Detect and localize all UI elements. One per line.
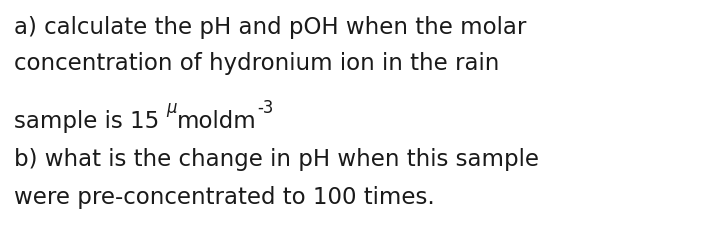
Text: concentration of hydronium ion in the rain: concentration of hydronium ion in the ra… bbox=[14, 52, 500, 75]
Text: -3: -3 bbox=[257, 99, 273, 117]
Text: were pre-concentrated to 100 times.: were pre-concentrated to 100 times. bbox=[14, 186, 435, 209]
Text: b) what is the change in pH when this sample: b) what is the change in pH when this sa… bbox=[14, 148, 539, 171]
Text: moldm: moldm bbox=[177, 110, 257, 133]
Text: μ: μ bbox=[167, 99, 177, 117]
Text: a) calculate the pH and pOH when the molar: a) calculate the pH and pOH when the mol… bbox=[14, 16, 526, 39]
Text: sample is 15: sample is 15 bbox=[14, 110, 167, 133]
